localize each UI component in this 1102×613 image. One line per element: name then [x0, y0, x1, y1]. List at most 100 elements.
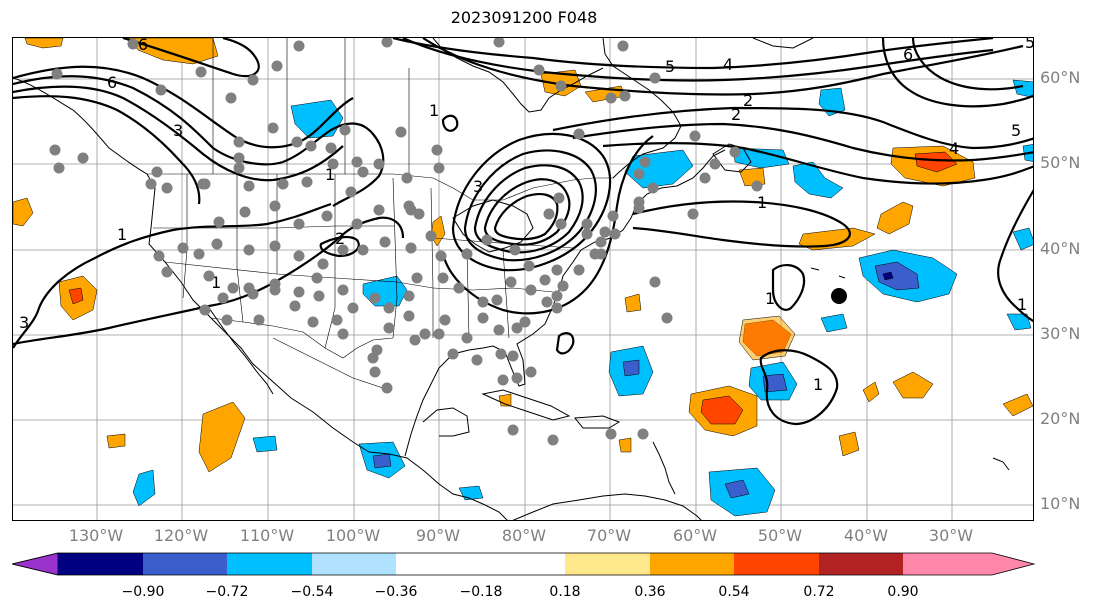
border-state	[182, 174, 188, 299]
station-marker	[243, 180, 255, 192]
lon-label-70w: 70°W	[586, 526, 632, 545]
colorbar-swatch	[565, 553, 650, 575]
station-marker	[127, 38, 139, 50]
coastlines	[13, 38, 1010, 520]
station-marker	[617, 40, 629, 52]
station-marker	[337, 328, 349, 340]
coastline-yucatan	[422, 407, 470, 437]
contour-line	[122, 38, 260, 78]
station-marker	[351, 218, 363, 230]
station-marker	[431, 144, 443, 156]
contour-line	[13, 216, 405, 346]
contour-line	[911, 38, 1024, 91]
contour-line	[771, 264, 806, 311]
station-marker	[221, 314, 233, 326]
station-marker	[277, 178, 289, 190]
shade-patch	[198, 401, 246, 473]
station-marker	[649, 276, 661, 288]
station-marker	[419, 328, 431, 340]
contour-label: 3	[19, 313, 29, 332]
shade-patch	[874, 261, 920, 291]
station-marker	[599, 226, 611, 238]
station-marker	[525, 284, 537, 296]
station-marker	[301, 176, 313, 188]
coastline-azores	[810, 267, 846, 279]
station-marker	[211, 238, 223, 250]
contour-label: 1	[117, 225, 127, 244]
station-marker	[313, 290, 325, 302]
station-marker	[555, 218, 567, 230]
coastline-cuba	[481, 389, 571, 421]
coastline-mexico-west	[208, 307, 274, 395]
map-title: 2023091200 F048	[450, 8, 598, 27]
shade-patch	[700, 395, 744, 425]
shade-patch	[1012, 227, 1033, 251]
coastline-great-lakes	[452, 199, 534, 253]
border-us-canada	[147, 173, 613, 201]
station-marker	[293, 286, 305, 298]
station-marker	[267, 122, 279, 134]
station-marker	[339, 124, 351, 136]
station-marker	[439, 314, 451, 326]
station-marker	[199, 178, 211, 190]
station-marker	[437, 272, 449, 284]
border-state	[153, 225, 395, 229]
station-marker	[661, 312, 673, 324]
shade-patch	[762, 373, 788, 393]
station-marker	[689, 130, 701, 142]
shade-patch	[624, 293, 642, 313]
coastline-greenland	[752, 38, 814, 49]
lat-label-50n: 50°N	[1040, 153, 1081, 172]
station-marker	[351, 156, 363, 168]
contour-line	[13, 95, 201, 205]
station-marker	[409, 334, 421, 346]
lon-label-40w: 40°W	[843, 526, 889, 545]
station-marker	[405, 242, 417, 254]
contour-line	[881, 38, 1033, 108]
shade-patch	[618, 437, 632, 453]
station-marker	[541, 296, 553, 308]
station-marker	[243, 244, 255, 256]
station-marker	[595, 236, 607, 248]
lon-label-120w: 120°W	[153, 526, 209, 545]
station-marker	[381, 382, 393, 394]
station-marker	[595, 248, 607, 260]
station-marker	[177, 242, 189, 254]
station-marker	[239, 206, 251, 218]
station-marker	[709, 158, 721, 170]
shade-patch	[1012, 79, 1033, 98]
contour-label: 1	[813, 375, 823, 394]
coastline-africa-cv	[992, 457, 1010, 471]
station-marker	[381, 38, 393, 48]
station-marker	[581, 218, 593, 230]
lat-label-10n: 10°N	[1040, 494, 1081, 513]
border-state	[430, 187, 434, 338]
station-marker	[51, 68, 63, 80]
shade-patch	[252, 435, 278, 453]
station-marker	[523, 260, 535, 272]
station-marker	[269, 240, 281, 252]
station-marker	[357, 166, 369, 178]
station-marker	[619, 90, 631, 102]
lon-label-60w: 60°W	[672, 526, 718, 545]
station-marker	[195, 66, 207, 78]
station-marker	[227, 282, 239, 294]
station-marker	[337, 244, 349, 256]
station-marker	[293, 218, 305, 230]
station-marker	[331, 314, 343, 326]
shade-patch	[458, 485, 484, 501]
station-marker	[433, 162, 445, 174]
colorbar-swatch	[58, 553, 143, 575]
shade-patch	[1006, 313, 1032, 331]
contour-line	[441, 114, 459, 132]
lat-label-60n: 60°N	[1040, 68, 1081, 87]
coastline-hispaniola	[574, 415, 621, 429]
contour-line	[493, 193, 559, 241]
station-marker	[581, 228, 593, 240]
station-marker	[647, 182, 659, 194]
shade-patch	[68, 287, 84, 305]
shade-patch	[732, 147, 790, 169]
contour-lines	[13, 38, 1033, 426]
shade-patch	[838, 431, 860, 457]
contour-label: 6	[138, 38, 148, 54]
